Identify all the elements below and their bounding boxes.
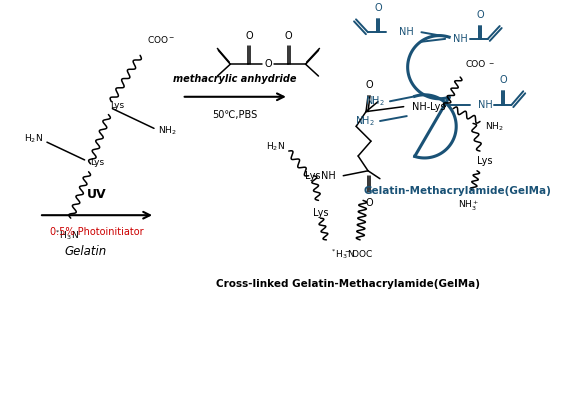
Text: O: O [476, 10, 484, 20]
Text: $^-$OOC: $^-$OOC [343, 248, 373, 259]
Text: Lys: Lys [313, 208, 328, 218]
Text: O: O [245, 31, 253, 40]
Text: $^*$H$_3$N: $^*$H$_3$N [331, 247, 355, 261]
Text: NH: NH [321, 171, 335, 181]
Text: Lys: Lys [477, 156, 492, 166]
Text: O: O [264, 59, 272, 69]
Text: NH$_2$: NH$_2$ [485, 120, 503, 133]
Text: NH$_2$: NH$_2$ [355, 114, 375, 128]
Text: UV: UV [87, 189, 107, 201]
Text: $^*$H$_3$N: $^*$H$_3$N [54, 228, 79, 242]
Text: Lys: Lys [305, 171, 320, 181]
Text: $^-$: $^-$ [487, 60, 495, 69]
Text: NH$_2$: NH$_2$ [365, 94, 385, 108]
Text: NH: NH [453, 34, 468, 44]
Text: Lys: Lys [91, 158, 105, 167]
Text: Lys: Lys [431, 102, 446, 112]
Text: Gelatin: Gelatin [65, 245, 107, 258]
Text: COO: COO [465, 60, 486, 69]
Text: methacrylic anhydride: methacrylic anhydride [173, 74, 297, 84]
Text: NH$_2$: NH$_2$ [158, 124, 176, 137]
Text: Lys: Lys [110, 101, 124, 110]
Text: NH$_3^+$: NH$_3^+$ [458, 198, 479, 213]
Text: O: O [499, 75, 507, 85]
Text: H$_2$N: H$_2$N [266, 141, 285, 153]
Text: H$_2$N: H$_2$N [24, 133, 43, 146]
Text: 0.5% Photoinitiator: 0.5% Photoinitiator [50, 227, 144, 237]
Text: O: O [374, 3, 381, 13]
Text: NH: NH [399, 27, 413, 37]
Text: Gelatin-Methacrylamide(GelMa): Gelatin-Methacrylamide(GelMa) [363, 186, 551, 196]
Text: Cross-linked Gelatin-Methacrylamide(GelMa): Cross-linked Gelatin-Methacrylamide(GelM… [216, 279, 480, 289]
Text: O: O [365, 198, 373, 209]
Text: O: O [285, 31, 292, 40]
Text: NH-: NH- [412, 102, 430, 112]
Text: 50℃,PBS: 50℃,PBS [213, 110, 258, 119]
Text: COO$^-$: COO$^-$ [147, 34, 176, 45]
Text: NH: NH [477, 100, 492, 110]
Text: O: O [365, 80, 373, 90]
